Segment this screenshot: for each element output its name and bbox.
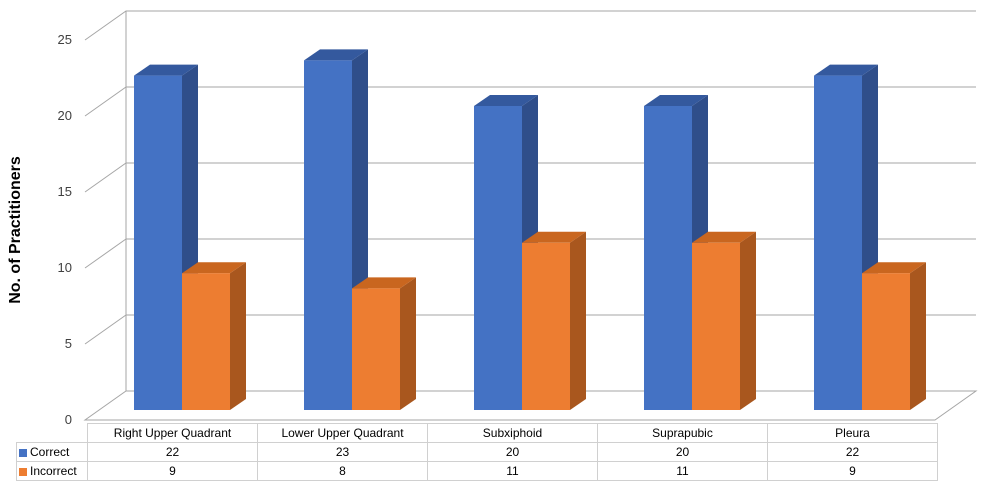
data-cell: 20	[598, 443, 768, 462]
bar-incorrect	[692, 243, 740, 410]
bar-correct	[814, 76, 862, 410]
data-cell: 8	[258, 462, 428, 481]
data-table-corner	[17, 424, 88, 443]
y-tick-label: 10	[58, 260, 72, 275]
y-axis-title: No. of Practitioners	[7, 156, 25, 304]
data-cell: 23	[258, 443, 428, 462]
category-label: Suprapubic	[598, 424, 768, 443]
data-cell: 20	[428, 443, 598, 462]
y-tick-label: 20	[58, 108, 72, 123]
bar-side-incorrect	[400, 277, 416, 410]
data-cell: 22	[88, 443, 258, 462]
bar-incorrect	[862, 273, 910, 410]
gridline	[85, 11, 976, 40]
bar-incorrect	[522, 243, 570, 410]
bar-side-incorrect	[570, 232, 586, 410]
bar-side-incorrect	[740, 232, 756, 410]
data-cell: 9	[768, 462, 938, 481]
bar-correct	[644, 106, 692, 410]
bar-incorrect	[182, 273, 230, 410]
bar-side-incorrect	[910, 262, 926, 410]
legend-entry-incorrect: Incorrect	[17, 462, 88, 481]
bar-correct	[134, 76, 182, 410]
bar-side-incorrect	[230, 262, 246, 410]
category-label: Right Upper Quadrant	[88, 424, 258, 443]
data-table-row-incorrect: Incorrect 9 8 11 11 9	[17, 462, 938, 481]
data-table-header-row: Right Upper Quadrant Lower Upper Quadran…	[17, 424, 938, 443]
y-tick-label: 5	[65, 336, 72, 351]
data-table: Right Upper Quadrant Lower Upper Quadran…	[16, 423, 938, 481]
category-label: Lower Upper Quadrant	[258, 424, 428, 443]
category-label: Pleura	[768, 424, 938, 443]
legend-key-correct	[19, 449, 27, 457]
legend-entry-correct: Correct	[17, 443, 88, 462]
legend-key-incorrect	[19, 468, 27, 476]
y-tick-label: 25	[58, 32, 72, 47]
legend-label: Correct	[30, 445, 69, 459]
data-cell: 11	[428, 462, 598, 481]
y-tick-label: 15	[58, 184, 72, 199]
bar-incorrect	[352, 288, 400, 410]
data-table-row-correct: Correct 22 23 20 20 22	[17, 443, 938, 462]
bar-correct	[304, 60, 352, 410]
data-cell: 11	[598, 462, 768, 481]
data-cell: 9	[88, 462, 258, 481]
legend-label: Incorrect	[30, 464, 77, 478]
bar-correct	[474, 106, 522, 410]
category-label: Subxiphoid	[428, 424, 598, 443]
data-cell: 22	[768, 443, 938, 462]
